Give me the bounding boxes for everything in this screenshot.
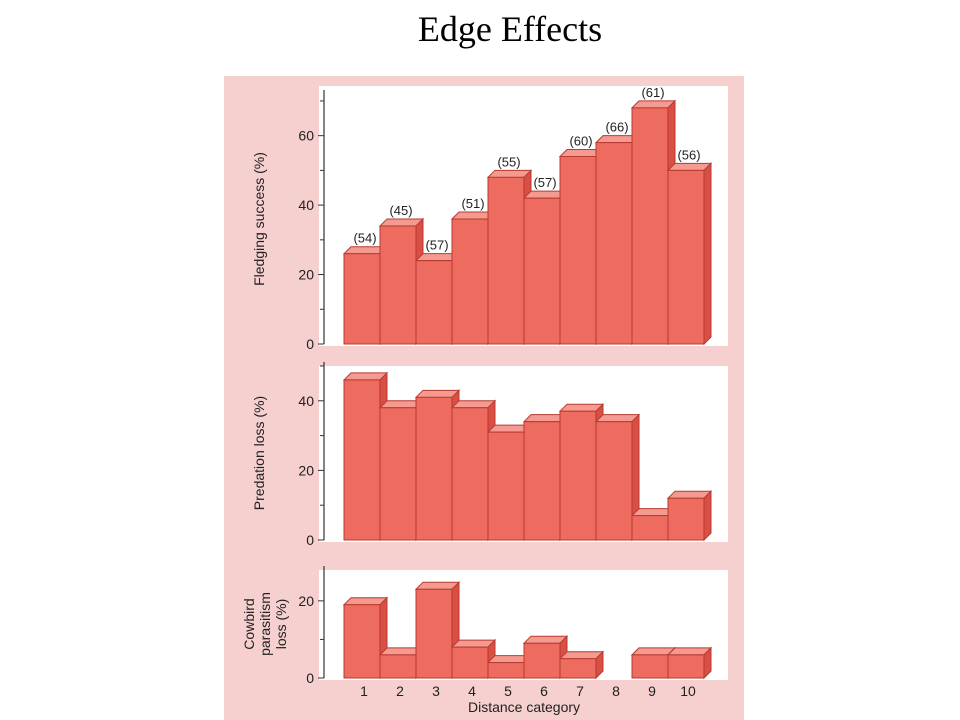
panel-2-bar-2 (379, 407, 417, 541)
panel-1-bar-side-10 (703, 162, 712, 346)
panel-3-x-tick-label-1: 1 (360, 683, 368, 699)
panel-3-y-axis-label-line-1: Cowbird (241, 598, 257, 649)
panel-1-y-tick-label-40: 40 (298, 197, 314, 213)
panel-2-bar-1 (343, 379, 381, 541)
panel-2-bar-4 (451, 407, 489, 541)
panel-3-bar-10 (667, 654, 705, 679)
panel-1-y-tick-label-20: 20 (298, 267, 314, 283)
panel-3-x-tick-label-4: 4 (468, 683, 476, 699)
panel-3-x-axis-label: Distance category (468, 699, 580, 715)
panel-3-bar-4 (451, 646, 489, 679)
panel-3-bar-6 (523, 642, 561, 679)
panel-2-bar-side-10 (703, 490, 712, 542)
panel-2-y-tick-label-0: 0 (306, 532, 314, 548)
panel-3-x-tick-label-2: 2 (396, 683, 404, 699)
panel-1-bar-label-4: (51) (461, 196, 484, 211)
panel-3-y-axis-label-line-2: parasitism (257, 592, 273, 656)
panel-3-x-tick-label-6: 6 (540, 683, 548, 699)
panel-2-bar-10 (667, 497, 705, 541)
panel-1-bar-9 (631, 107, 669, 345)
panel-2-bar-5 (487, 431, 525, 541)
panel-1-bar-label-6: (57) (533, 175, 556, 190)
panel-3-bar-5 (487, 662, 525, 679)
panel-2-y-tick-label-40: 40 (298, 393, 314, 409)
panel-3-x-tick-label-8: 8 (612, 683, 620, 699)
panel-1-bar-7 (559, 156, 597, 345)
panel-1-y-tick-label-0: 0 (306, 336, 314, 352)
panel-1-bar-10 (667, 169, 705, 345)
panel-3-y-tick-label-20: 20 (298, 593, 314, 609)
figure-panel: (54) (45) (57) (51) (55) (57) (60) (66) (61) (56)… (224, 76, 744, 720)
panel-1-bar-label-7: (60) (569, 134, 592, 149)
panel-1-y-axis-label: Fledging success (%) (251, 152, 267, 286)
panel-3-y-axis-label-line-3: loss (%) (273, 599, 289, 650)
panel-1-bar-3 (415, 260, 453, 345)
panel-1-bar-label-2: (45) (389, 203, 412, 218)
panel-1-bar-1 (343, 253, 381, 345)
panel-2-bar-9 (631, 515, 669, 541)
panel-1-bar-6 (523, 197, 561, 345)
panel-3-y-tick-label-0: 0 (306, 670, 314, 686)
panel-3-x-tick-label-9: 9 (648, 683, 656, 699)
panel-2-bar-6 (523, 421, 561, 541)
panel-1-y-tick-label-60: 60 (298, 128, 314, 144)
panel-1-bar-2 (379, 225, 417, 345)
panel-3-x-tick-label-3: 3 (432, 683, 440, 699)
panel-3-bar-7 (559, 658, 597, 679)
panel-1-bar-label-5: (55) (497, 154, 520, 169)
panel-3-bar-1 (343, 604, 381, 679)
panel-2-y-axis-label: Predation loss (%) (251, 396, 267, 510)
panel-3-x-tick-label-5: 5 (504, 683, 512, 699)
panel-1-bar-label-9: (61) (641, 85, 664, 100)
panel-1-bar-5 (487, 176, 525, 345)
panel-3-bar-3 (415, 588, 453, 679)
panel-2-bar-3 (415, 396, 453, 541)
panel-3-x-tick-label-10: 10 (680, 683, 696, 699)
panel-2-bar-8 (595, 421, 633, 541)
panel-1-bar-label-1: (54) (353, 231, 376, 246)
panel-1-bar-8 (595, 142, 633, 345)
panel-1-bar-label-10: (56) (677, 147, 700, 162)
panel-3-x-tick-label-7: 7 (576, 683, 584, 699)
edge-effects-chart: (54) (45) (57) (51) (55) (57) (60) (66) (61) (56)… (241, 85, 728, 715)
panel-2-bar-7 (559, 410, 597, 541)
panel-1-bar-label-3: (57) (425, 238, 448, 253)
panel-1-bar-4 (451, 218, 489, 345)
panel-1-bar-label-8: (66) (605, 120, 628, 135)
panel-3-bar-9 (631, 654, 669, 679)
slide-title: Edge Effects (417, 9, 603, 49)
panel-2-y-tick-label-20: 20 (298, 462, 314, 478)
panel-3-bar-2 (379, 654, 417, 679)
